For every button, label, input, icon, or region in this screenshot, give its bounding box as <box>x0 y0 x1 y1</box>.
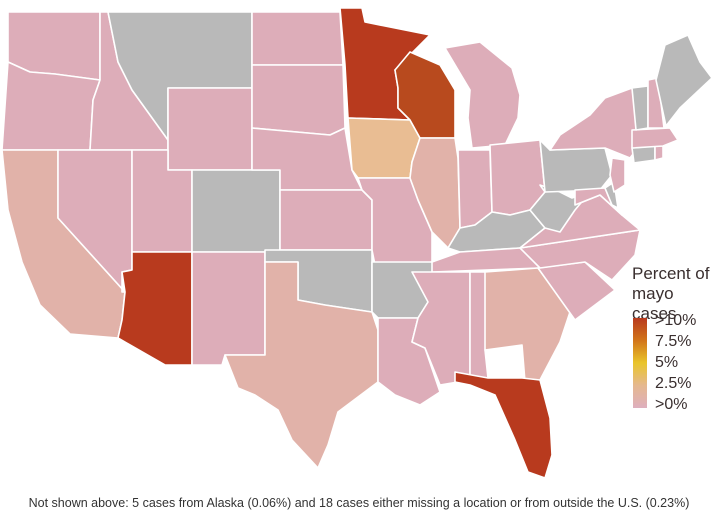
state-nm <box>191 251 266 366</box>
state-co <box>191 169 281 253</box>
state-mi <box>444 41 521 149</box>
legend-color-bar <box>633 318 647 408</box>
state-ia <box>347 117 421 179</box>
legend-tick-2-5: 2.5% <box>655 375 692 392</box>
state-ma <box>631 127 679 149</box>
state-wv <box>529 184 591 233</box>
state-il <box>409 137 461 249</box>
footnote: Not shown above: 5 cases from Alaska (0.… <box>28 496 690 510</box>
state-me <box>655 34 713 127</box>
state-tx <box>224 261 379 469</box>
state-nh <box>647 77 665 129</box>
state-ks <box>279 189 373 251</box>
legend-tick-7-5: 7.5% <box>655 333 692 350</box>
state-sd <box>251 64 346 136</box>
legend-tick-0: >0% <box>655 396 688 413</box>
legend-tick-10: >10% <box>655 312 697 329</box>
state-nd <box>251 11 344 66</box>
state-ri <box>654 145 664 161</box>
state-ny <box>549 87 641 159</box>
state-wy <box>167 87 253 171</box>
state-nj <box>609 157 626 193</box>
legend-tick-5: 5% <box>655 354 679 371</box>
state-fl <box>454 371 553 479</box>
